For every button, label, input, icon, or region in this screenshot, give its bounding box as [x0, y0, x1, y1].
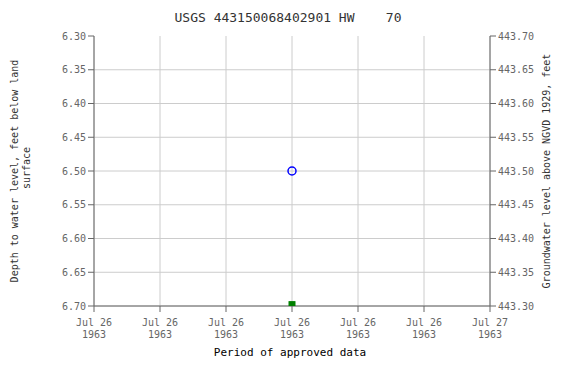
svg-text:Jul 261963: Jul 261963 — [406, 317, 442, 340]
html-text:USGS 443150068402901 HW 70: USGS 443150068402901 HW 70 — [174, 10, 402, 25]
svg-text:Jul 261963: Jul 261963 — [340, 317, 376, 340]
svg-text:443.50: 443.50 — [498, 166, 534, 177]
svg-text:6.70: 6.70 — [62, 301, 86, 312]
svg-text:6.30: 6.30 — [62, 31, 86, 42]
svg-text:6.50: 6.50 — [62, 166, 86, 177]
svg-text:443.30: 443.30 — [498, 301, 534, 312]
svg-text:443.55: 443.55 — [498, 132, 534, 143]
svg-text:Jul 261963: Jul 261963 — [76, 317, 112, 340]
svg-text:6.40: 6.40 — [62, 98, 86, 109]
svg-text:443.65: 443.65 — [498, 64, 534, 75]
svg-text:Depth to water level, feet bel: Depth to water level, feet below land su… — [9, 60, 32, 283]
svg-text:6.45: 6.45 — [62, 132, 86, 143]
svg-text:Groundwater level above NGVD 1: Groundwater level above NGVD 1929, feet — [541, 54, 552, 289]
svg-text:6.65: 6.65 — [62, 267, 86, 278]
svg-text:443.40: 443.40 — [498, 233, 534, 244]
html-text:Period of approved data: Period of approved data — [213, 346, 367, 359]
svg-text:Jul 271963: Jul 271963 — [472, 317, 508, 340]
svg-text:Jul 261963: Jul 261963 — [208, 317, 244, 340]
svg-text:6.60: 6.60 — [62, 233, 86, 244]
svg-text:Jul 261963: Jul 261963 — [142, 317, 178, 340]
svg-text:443.35: 443.35 — [498, 267, 534, 278]
svg-text:6.55: 6.55 — [62, 199, 86, 210]
svg-text:443.70: 443.70 — [498, 31, 534, 42]
svg-text:443.45: 443.45 — [498, 199, 534, 210]
svg-text:443.60: 443.60 — [498, 98, 534, 109]
svg-text:6.35: 6.35 — [62, 64, 86, 75]
svg-text:Jul 261963: Jul 261963 — [274, 317, 310, 340]
